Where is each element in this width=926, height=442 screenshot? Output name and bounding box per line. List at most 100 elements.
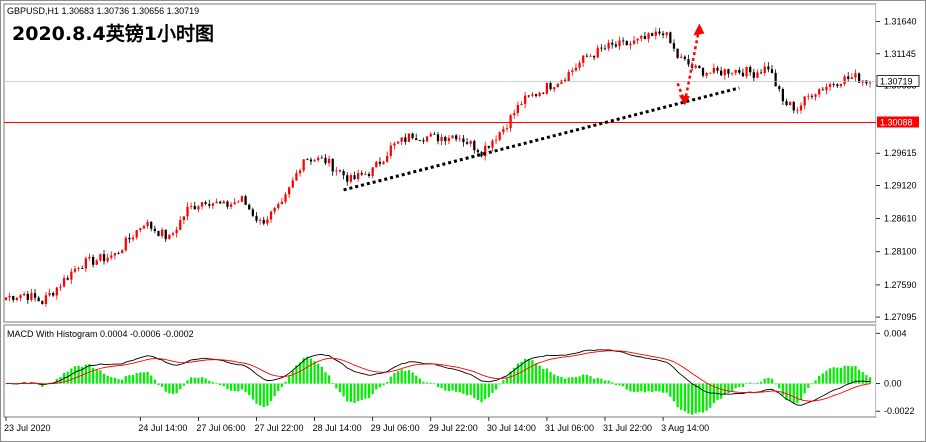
macd-histogram-bar xyxy=(531,360,534,384)
candle xyxy=(164,229,167,242)
candle-body xyxy=(284,194,287,202)
candle-body xyxy=(810,95,814,97)
candle xyxy=(41,300,44,305)
macd-histogram-bar xyxy=(349,383,352,402)
macd-histogram-bar xyxy=(756,382,759,384)
candle xyxy=(531,92,534,98)
candle xyxy=(451,135,454,139)
candle-body xyxy=(854,73,857,78)
candle xyxy=(306,158,309,161)
candle-body xyxy=(574,67,578,71)
candle xyxy=(574,63,578,73)
candle-body xyxy=(505,128,509,130)
candle-body xyxy=(422,140,425,142)
candle-body xyxy=(484,145,487,157)
macd-histogram-bar xyxy=(393,373,396,384)
macd-histogram-bar xyxy=(407,370,411,384)
candle xyxy=(818,88,821,98)
candle-body xyxy=(81,268,84,269)
candle-body xyxy=(843,76,846,85)
candle xyxy=(357,169,360,182)
candle-body xyxy=(752,72,755,78)
macd-histogram-bar xyxy=(767,377,770,384)
candle-body xyxy=(622,40,625,42)
macd-histogram-bar xyxy=(821,373,824,384)
candle-body xyxy=(400,137,403,142)
candle-body xyxy=(41,301,44,305)
candle-body xyxy=(222,201,225,204)
macd-histogram-bar xyxy=(95,370,98,384)
candle xyxy=(727,68,730,78)
candle xyxy=(4,297,8,301)
macd-histogram-bar xyxy=(781,383,784,396)
candle-body xyxy=(171,233,175,235)
price-tick-label: 1.27590 xyxy=(884,280,917,290)
candle-body xyxy=(509,115,512,129)
macd-histogram-bar xyxy=(672,383,676,402)
macd-histogram-bar xyxy=(494,383,498,390)
candle-body xyxy=(338,170,342,172)
macd-histogram-bar xyxy=(614,383,618,385)
macd-histogram-bar xyxy=(738,383,741,387)
candle xyxy=(600,44,603,52)
candle-body xyxy=(142,226,146,229)
candle xyxy=(407,133,411,142)
candle xyxy=(99,253,102,263)
macd-histogram-bar xyxy=(280,383,284,388)
macd-histogram-bar xyxy=(680,383,683,410)
candle-body xyxy=(629,43,632,46)
candle-body xyxy=(309,159,313,162)
candle-body xyxy=(117,253,120,255)
candle-body xyxy=(603,48,607,50)
candle-body xyxy=(175,229,178,234)
macd-histogram-bar xyxy=(386,382,389,384)
candle-body xyxy=(121,250,124,254)
candle xyxy=(153,225,156,234)
macd-histogram-bar xyxy=(661,383,665,393)
candle xyxy=(52,291,55,297)
macd-histogram-bar xyxy=(484,383,487,400)
macd-histogram-bar xyxy=(636,383,639,392)
macd-histogram-bar xyxy=(168,383,171,394)
macd-histogram-bar xyxy=(389,376,392,384)
macd-histogram-bar xyxy=(77,365,80,384)
candle xyxy=(171,231,175,237)
candle-body xyxy=(95,260,98,265)
candle-body xyxy=(524,95,527,104)
candle xyxy=(37,295,40,302)
candle xyxy=(752,68,755,82)
candle xyxy=(843,74,846,87)
macd-histogram-bar xyxy=(262,383,265,408)
candle-body xyxy=(411,133,414,139)
candle-body xyxy=(549,83,552,90)
candle-body xyxy=(48,293,51,296)
candle-body xyxy=(527,95,530,97)
macd-histogram-bar xyxy=(233,383,236,392)
candle xyxy=(389,142,392,159)
svg-text:1.30088: 1.30088 xyxy=(880,117,913,127)
candle-body xyxy=(262,219,265,224)
candle xyxy=(785,98,788,107)
svg-text:1.30719: 1.30719 xyxy=(880,76,913,86)
candle-body xyxy=(828,84,832,87)
candle xyxy=(473,139,476,154)
candle xyxy=(146,219,149,229)
candle xyxy=(749,65,752,76)
macd-histogram-bar xyxy=(157,383,160,386)
candle xyxy=(418,139,421,142)
macd-histogram-bar xyxy=(335,383,338,389)
candle-body xyxy=(62,278,66,287)
candle-body xyxy=(727,69,730,74)
candle-body xyxy=(749,67,752,73)
macd-histogram-bar xyxy=(524,358,527,384)
candle-body xyxy=(37,297,40,302)
macd-histogram-bar xyxy=(269,383,273,402)
candle-body xyxy=(153,228,156,232)
macd-histogram-bar xyxy=(251,383,254,400)
macd-histogram-bar xyxy=(560,376,563,384)
candle xyxy=(709,72,712,75)
time-tick-labels: 23 Jul 2020 24 Jul 14:00 27 Jul 06:00 27 Ju… xyxy=(4,417,709,433)
macd-histogram-bar xyxy=(683,383,686,412)
macd-histogram-bar xyxy=(734,383,737,389)
macd-histogram-bar xyxy=(607,380,610,384)
